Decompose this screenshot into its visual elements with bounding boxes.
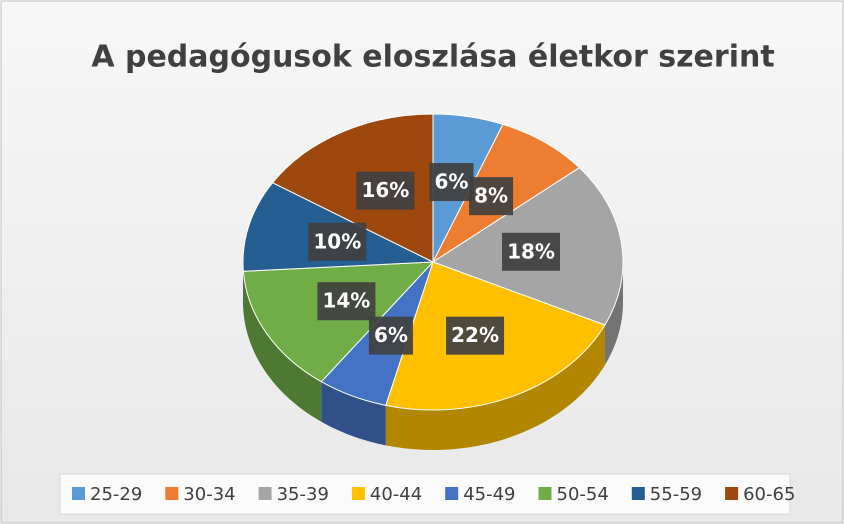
slice-side bbox=[321, 381, 386, 446]
data-label-box bbox=[317, 282, 376, 321]
slice-side bbox=[604, 262, 623, 366]
data-label-box bbox=[368, 316, 413, 355]
legend-swatch bbox=[631, 487, 645, 500]
data-label-box bbox=[356, 171, 415, 210]
data-label: 14% bbox=[322, 289, 370, 313]
data-label: 16% bbox=[361, 178, 409, 202]
slice bbox=[242, 261, 435, 383]
legend-swatch bbox=[725, 487, 739, 500]
legend-box bbox=[59, 473, 791, 515]
chart-title: A pedagógusok eloszlása életkor szerint bbox=[91, 40, 774, 75]
legend-swatch bbox=[538, 487, 552, 500]
legend-label: 35-39 bbox=[277, 484, 329, 505]
data-label-box bbox=[429, 163, 474, 202]
data-label: 8% bbox=[474, 184, 508, 208]
data-label-box bbox=[446, 316, 505, 355]
data-label: 22% bbox=[451, 323, 499, 347]
data-label: 6% bbox=[435, 170, 469, 194]
legend-swatch bbox=[258, 487, 272, 500]
slice bbox=[271, 113, 434, 263]
legend-label: 40-44 bbox=[370, 484, 422, 505]
data-label-box bbox=[308, 222, 367, 261]
legend-label: 50-54 bbox=[557, 484, 609, 505]
legend-swatch bbox=[165, 487, 179, 500]
legend-label: 25-29 bbox=[90, 484, 142, 505]
pie: 6%8%18%22%6%14%10%16% bbox=[242, 113, 624, 450]
legend-label: 60-65 bbox=[743, 484, 795, 505]
legend-swatch bbox=[351, 487, 365, 500]
legend-label: 55-59 bbox=[650, 484, 702, 505]
slice-side bbox=[385, 325, 605, 450]
data-label-box bbox=[502, 232, 561, 271]
data-label: 10% bbox=[313, 229, 361, 253]
legend-label: 45-49 bbox=[463, 484, 515, 505]
legend-label: 30-34 bbox=[183, 484, 235, 505]
data-label: 18% bbox=[507, 239, 555, 263]
legend-swatch bbox=[72, 487, 85, 500]
data-label-box bbox=[469, 177, 514, 216]
slice-side bbox=[243, 271, 322, 422]
legend-swatch bbox=[445, 487, 459, 500]
data-label: 6% bbox=[374, 323, 408, 347]
